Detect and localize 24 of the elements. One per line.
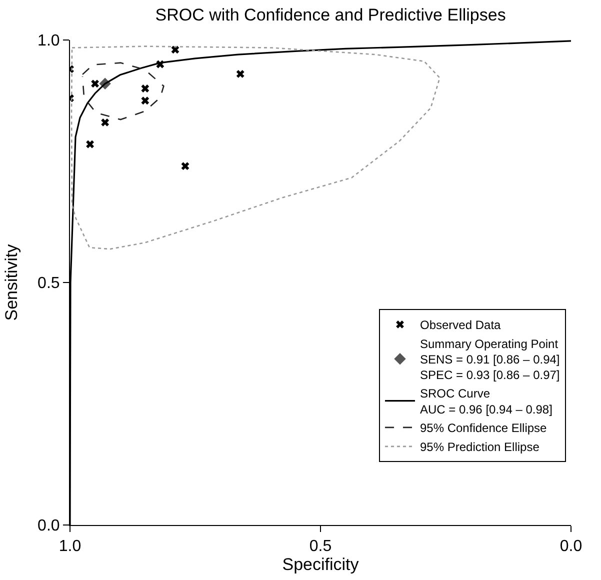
chart-title: SROC with Confidence and Predictive Ellipses: [155, 6, 506, 25]
point: [86, 140, 94, 148]
x-tick-label: 0.0: [560, 538, 582, 556]
x-tick-label: 0.5: [309, 538, 332, 556]
point: [101, 118, 110, 126]
legend-label: 95% Confidence Ellipse: [420, 421, 548, 436]
y-axis-title: Sensitivity: [2, 244, 22, 321]
legend-label: Summary Operating Point SENS = 0.91 [0.86 – 0.94] SPEC = 0.93 [0.86 – 0.97]: [420, 336, 560, 382]
point: [236, 70, 244, 78]
point: [181, 162, 190, 170]
point: [141, 84, 150, 92]
point: [91, 80, 100, 88]
point: [171, 46, 180, 54]
y-tick-label: 1.0: [38, 32, 60, 50]
y-tick-label: 0.0: [38, 518, 60, 535]
line-series: [82, 62, 164, 120]
line-series: [70, 46, 440, 250]
x-axis-title: Specificity: [282, 555, 360, 574]
y-tick-label: 0.5: [38, 275, 60, 292]
point: [141, 96, 150, 105]
legend-label: SROC Curve AUC = 0.96 [0.94 – 0.98]: [420, 386, 552, 416]
legend-label: 95% Prediction Ellipse: [420, 440, 540, 454]
legend-label: Observed Data: [420, 318, 502, 332]
x-tick-label: 1.0: [58, 538, 82, 556]
